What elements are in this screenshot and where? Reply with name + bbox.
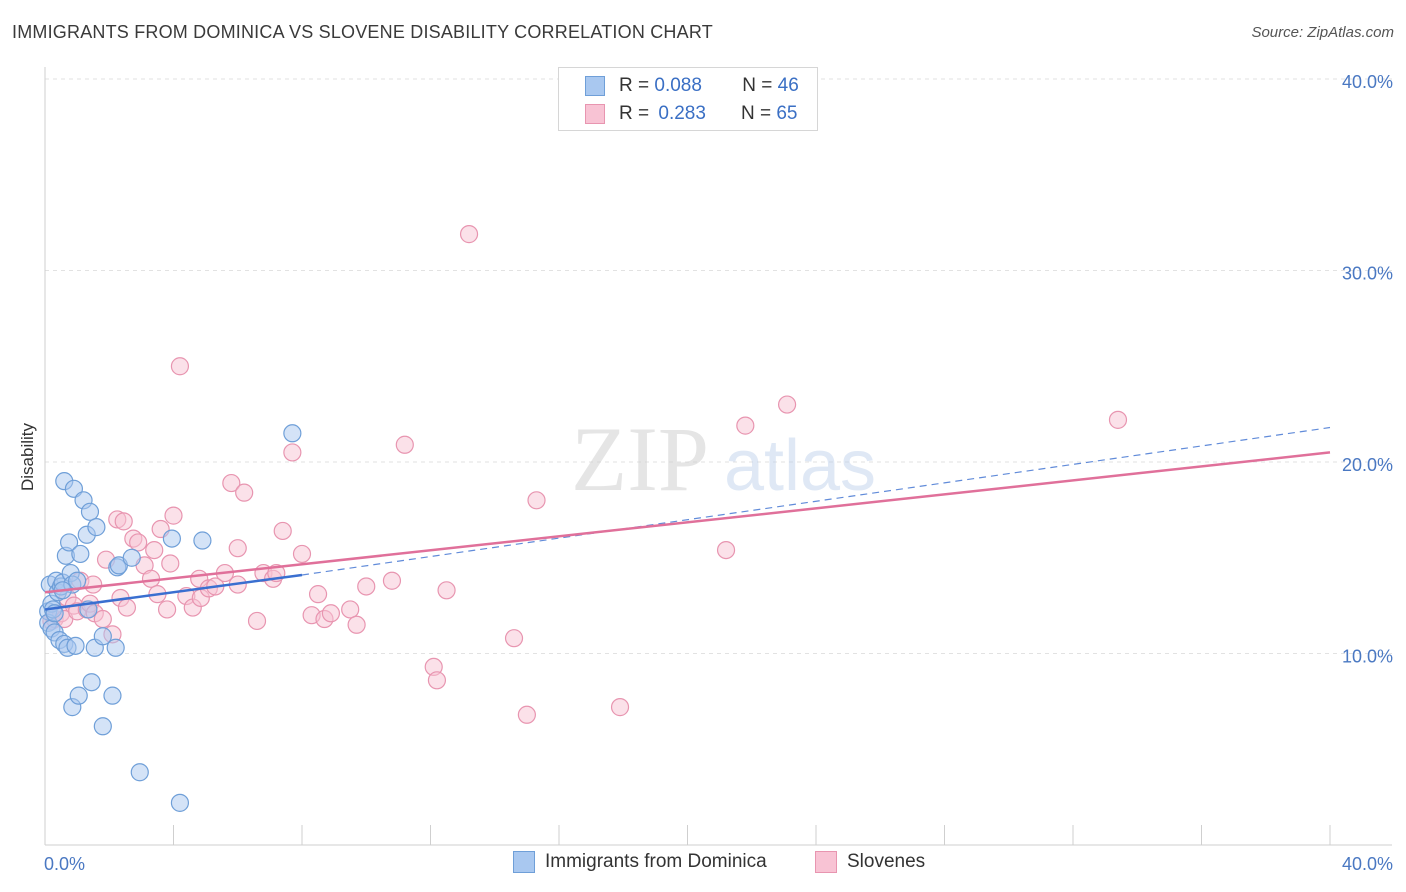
point-slovene: [129, 533, 148, 552]
point-slovene: [382, 571, 402, 590]
point-dominica: [93, 627, 112, 646]
point-slovene: [347, 615, 366, 634]
point-slovene: [308, 585, 328, 604]
point-slovene: [736, 416, 755, 435]
legend-swatch-blue: [585, 76, 605, 96]
point-slovene: [84, 575, 103, 594]
legend-n-value: 65: [776, 103, 798, 124]
point-dominica: [193, 531, 212, 550]
bottom-legend-swatch-blue: [513, 851, 535, 873]
point-dominica: [71, 544, 90, 564]
point-slovene: [228, 539, 247, 558]
point-slovene: [527, 491, 546, 510]
legend-swatch-pink: [585, 104, 605, 124]
point-dominica: [68, 571, 87, 590]
legend-row-dominica: R = 0.088 N = 46: [585, 73, 799, 99]
point-slovene: [292, 544, 312, 564]
y-tick-label: 40.0%: [1342, 72, 1393, 92]
point-slovene: [157, 600, 177, 619]
source-label: Source: ZipAtlas.com: [1251, 24, 1394, 41]
point-slovene: [170, 357, 190, 376]
trend-lines: [44, 426, 1331, 611]
point-slovene: [145, 540, 164, 560]
point-dominica: [80, 502, 100, 521]
legend-n-value: 46: [777, 75, 799, 96]
point-slovene: [437, 581, 456, 600]
y-tick-label: 20.0%: [1342, 455, 1393, 475]
point-dominica: [122, 548, 141, 567]
point-slovene: [459, 225, 479, 244]
point-dominica: [162, 529, 181, 548]
point-slovene: [357, 577, 376, 596]
point-slovene: [610, 698, 630, 717]
legend-r-label: R =: [619, 75, 650, 96]
data-points: [39, 225, 1128, 812]
bottom-legend-swatch-pink: [815, 851, 837, 873]
point-slovene: [341, 600, 360, 619]
point-slovene: [222, 473, 241, 493]
legend-r-value: 0.283: [658, 103, 706, 124]
point-slovene: [321, 604, 341, 623]
point-slovene: [504, 629, 524, 648]
grid-lines: [45, 78, 1392, 654]
point-slovene: [517, 705, 536, 724]
y-tick-label: 10.0%: [1342, 647, 1393, 667]
point-dominica: [66, 636, 85, 655]
bottom-legend-label-dominica: Immigrants from Dominica: [545, 851, 767, 872]
point-dominica: [82, 673, 101, 692]
legend-n-label: N =: [740, 103, 772, 124]
watermark-zip: ZIP: [571, 408, 709, 510]
y-axis-label: Disability: [18, 422, 37, 491]
point-slovene: [164, 506, 183, 525]
point-dominica: [103, 686, 122, 705]
legend-row-slovenes: R = 0.283 N = 65: [585, 101, 797, 127]
point-slovene: [777, 395, 797, 414]
point-dominica: [106, 638, 125, 657]
tick-labels: 10.0% 20.0% 30.0% 40.0% 0.0% 40.0%: [44, 72, 1393, 874]
point-dominica: [170, 793, 190, 812]
point-slovene: [161, 554, 180, 573]
point-slovene: [1108, 410, 1128, 429]
trend-slovene: [44, 451, 1331, 594]
point-slovene: [283, 443, 302, 462]
point-dominica: [93, 717, 112, 736]
point-slovene: [247, 611, 267, 631]
y-tick-label: 30.0%: [1342, 264, 1393, 284]
point-dominica: [87, 518, 106, 537]
bottom-legend-label-slovenes: Slovenes: [847, 851, 926, 872]
point-slovene: [395, 435, 414, 454]
point-slovene: [93, 609, 112, 629]
point-slovene: [235, 483, 254, 502]
point-slovene: [114, 512, 133, 531]
legend-r-value: 0.088: [654, 75, 702, 96]
bottom-legend-slovenes: Slovenes: [815, 851, 925, 873]
legend-r-label: R =: [619, 103, 650, 124]
stats-legend: R = 0.088 N = 46 R = 0.283 N = 65: [558, 67, 818, 131]
x-tick-label: 0.0%: [44, 854, 85, 874]
point-slovene: [427, 671, 447, 690]
chart-title: IMMIGRANTS FROM DOMINICA VS SLOVENE DISA…: [12, 22, 713, 42]
bottom-legend-dominica: Immigrants from Dominica: [513, 851, 767, 873]
point-dominica: [283, 424, 302, 443]
point-dominica: [130, 763, 149, 782]
point-dominica: [69, 686, 88, 705]
trend-dominica-dashed: [301, 426, 1331, 576]
axes: [44, 67, 1392, 846]
watermark-atlas: atlas: [724, 426, 876, 506]
point-dominica: [59, 533, 79, 552]
point-slovene: [117, 598, 137, 617]
x-tick-label: 40.0%: [1342, 854, 1393, 874]
point-slovene: [273, 521, 292, 541]
point-slovene: [716, 540, 736, 560]
trend-dominica-solid: [44, 573, 303, 611]
legend-n-label: N =: [742, 75, 773, 96]
